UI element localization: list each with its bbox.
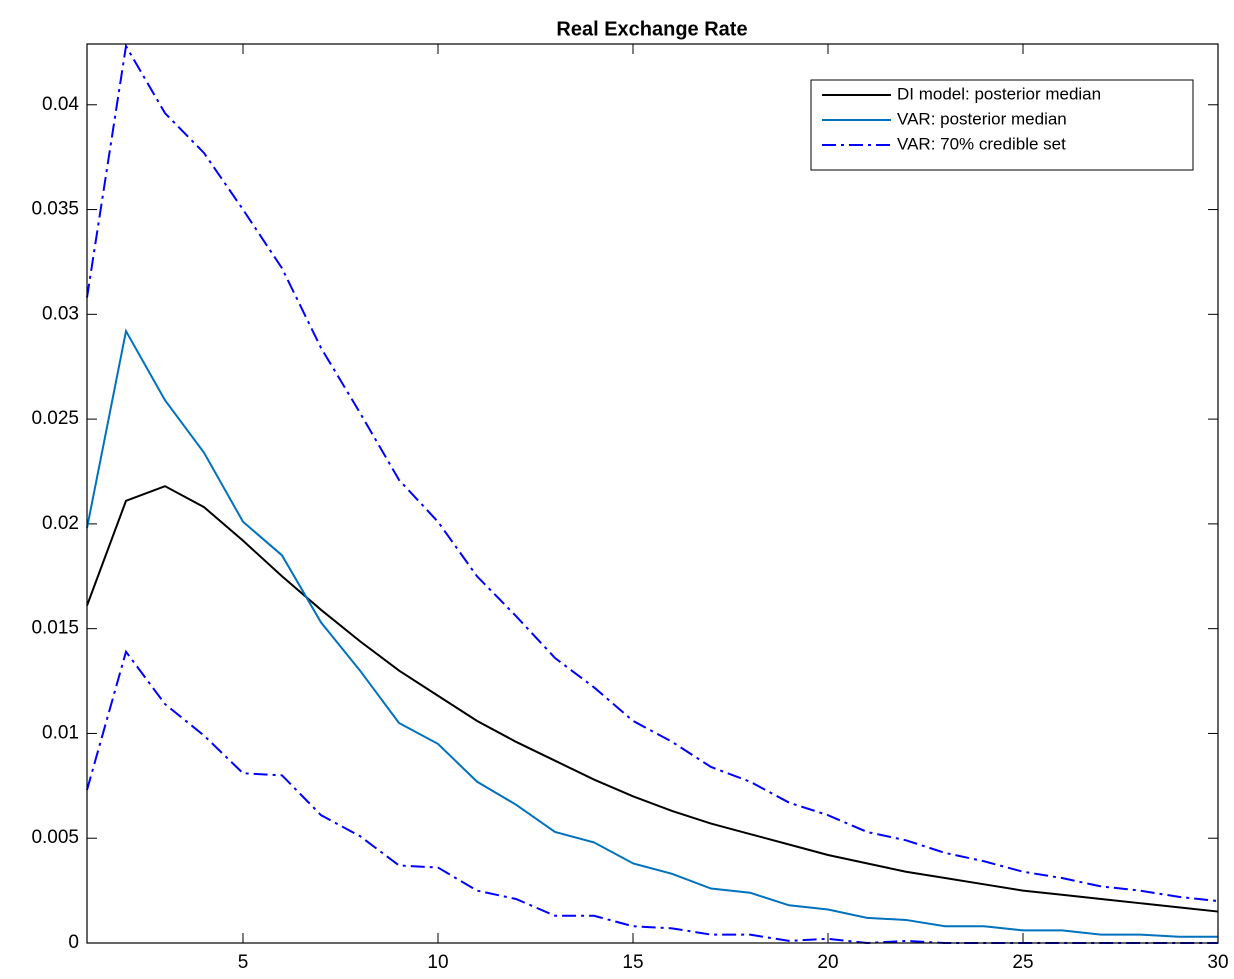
x-tick-label: 20 bbox=[817, 952, 838, 973]
x-tick-label: 30 bbox=[1207, 952, 1228, 973]
series-line bbox=[86, 485, 1219, 913]
y-tick-label: 0.025 bbox=[31, 408, 79, 429]
y-tick-label: 0.005 bbox=[31, 827, 79, 848]
plot-area bbox=[87, 44, 1218, 943]
x-tick-label: 15 bbox=[622, 952, 643, 973]
legend-label: DI model: posterior median bbox=[897, 84, 1101, 103]
x-tick-label: 5 bbox=[238, 952, 249, 973]
series-line bbox=[86, 43, 1219, 903]
y-tick-label: 0.02 bbox=[42, 513, 79, 534]
x-tick-label: 25 bbox=[1012, 952, 1033, 973]
x-tick-label: 10 bbox=[427, 952, 448, 973]
legend-label: VAR: posterior median bbox=[897, 109, 1067, 128]
y-tick-label: 0.03 bbox=[42, 303, 79, 324]
legend-box bbox=[810, 79, 1194, 171]
y-tick-label: 0.015 bbox=[31, 618, 79, 639]
y-tick-label: 0.04 bbox=[42, 94, 79, 115]
legend: DI model: posterior median VAR: posterior… bbox=[810, 79, 1194, 171]
y-tick-label: 0 bbox=[68, 932, 79, 953]
y-tick-label: 0.035 bbox=[31, 199, 79, 220]
axes-frame bbox=[86, 43, 1219, 944]
series-line bbox=[86, 328, 1218, 938]
chart-title: Real Exchange Rate bbox=[556, 18, 747, 40]
y-tick-label: 0.01 bbox=[42, 722, 79, 743]
legend-label: VAR: 70% credible set bbox=[897, 134, 1066, 153]
